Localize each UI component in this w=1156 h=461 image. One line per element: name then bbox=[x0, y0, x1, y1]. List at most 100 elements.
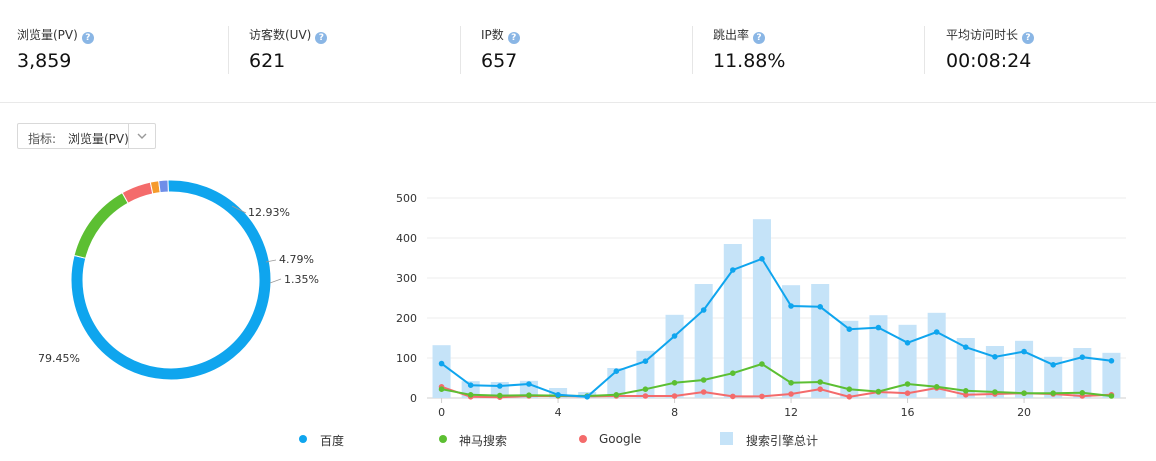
data-point[interactable] bbox=[788, 380, 794, 386]
bar[interactable] bbox=[1102, 352, 1121, 398]
data-point[interactable] bbox=[759, 393, 765, 400]
data-point[interactable] bbox=[759, 256, 765, 262]
data-point[interactable] bbox=[904, 381, 911, 387]
data-point[interactable] bbox=[1050, 390, 1056, 396]
bar[interactable] bbox=[782, 285, 801, 398]
data-point[interactable] bbox=[846, 386, 853, 392]
stat-uv-label: 访客数(UV) bbox=[249, 28, 312, 42]
bar[interactable] bbox=[956, 338, 975, 398]
pie-slice[interactable] bbox=[73, 192, 129, 259]
stat-ip-value: 657 bbox=[481, 50, 518, 72]
slice-label: 1.35% bbox=[284, 273, 319, 286]
help-icon[interactable]: ? bbox=[1022, 32, 1035, 44]
data-point[interactable] bbox=[846, 394, 853, 400]
stats-summary: 浏览量(PV)? 3,859 访客数(UV)? 621 IP数? 657 跳出率… bbox=[0, 0, 1156, 103]
data-point[interactable] bbox=[1079, 390, 1086, 396]
bar[interactable] bbox=[1015, 340, 1034, 398]
data-point[interactable] bbox=[963, 344, 969, 350]
data-point[interactable] bbox=[788, 303, 794, 309]
legend-marker bbox=[720, 432, 733, 445]
bar[interactable] bbox=[869, 315, 888, 398]
data-point[interactable] bbox=[671, 380, 678, 386]
data-point[interactable] bbox=[730, 370, 736, 376]
data-point[interactable] bbox=[933, 384, 940, 390]
data-point[interactable] bbox=[759, 361, 765, 367]
data-point[interactable] bbox=[497, 383, 503, 389]
help-icon[interactable]: ? bbox=[81, 32, 94, 44]
bar[interactable] bbox=[694, 284, 713, 398]
data-point[interactable] bbox=[700, 307, 707, 313]
data-point[interactable] bbox=[904, 340, 911, 346]
bar[interactable] bbox=[752, 219, 771, 398]
data-point[interactable] bbox=[438, 386, 445, 392]
data-point[interactable] bbox=[613, 392, 620, 398]
data-point[interactable] bbox=[1108, 393, 1115, 399]
label-leader-line bbox=[269, 278, 282, 284]
data-point[interactable] bbox=[642, 393, 649, 399]
data-point[interactable] bbox=[730, 267, 736, 273]
bar[interactable] bbox=[1044, 356, 1063, 398]
bar[interactable] bbox=[840, 320, 859, 398]
help-icon[interactable]: ? bbox=[507, 32, 520, 44]
data-point[interactable] bbox=[642, 386, 649, 392]
data-point[interactable] bbox=[817, 304, 823, 310]
metric-select[interactable]: 指标: 浏览量(PV) bbox=[17, 123, 156, 149]
data-point[interactable] bbox=[817, 379, 823, 385]
data-point[interactable] bbox=[526, 392, 532, 398]
data-point[interactable] bbox=[904, 390, 911, 396]
legend-label: 百度 bbox=[320, 434, 345, 448]
bar[interactable] bbox=[723, 244, 742, 398]
data-point[interactable] bbox=[1021, 348, 1027, 355]
data-point[interactable] bbox=[1108, 358, 1115, 364]
data-point[interactable] bbox=[642, 358, 649, 364]
legend-label: 搜索引擎总计 bbox=[746, 434, 819, 448]
data-point[interactable] bbox=[933, 329, 940, 335]
data-point[interactable] bbox=[438, 360, 445, 367]
data-point[interactable] bbox=[555, 392, 561, 398]
help-icon[interactable]: ? bbox=[315, 32, 328, 44]
data-point[interactable] bbox=[700, 389, 707, 395]
data-point[interactable] bbox=[992, 354, 998, 360]
data-point[interactable] bbox=[788, 391, 794, 397]
bar[interactable] bbox=[898, 324, 917, 398]
pie-slice[interactable] bbox=[121, 181, 154, 204]
metric-select-value: 浏览量(PV) bbox=[68, 132, 129, 146]
bar[interactable] bbox=[1073, 348, 1092, 398]
bar[interactable] bbox=[432, 345, 451, 398]
data-point[interactable] bbox=[730, 393, 736, 400]
divider bbox=[924, 26, 925, 74]
label-leader-line bbox=[265, 259, 277, 263]
data-point[interactable] bbox=[963, 388, 969, 394]
data-point[interactable] bbox=[875, 324, 882, 331]
bar[interactable] bbox=[985, 346, 1004, 398]
data-point[interactable] bbox=[846, 326, 853, 332]
data-point[interactable] bbox=[875, 388, 882, 395]
data-point[interactable] bbox=[613, 368, 620, 374]
data-point[interactable] bbox=[700, 377, 707, 383]
y-tick-label: 200 bbox=[396, 312, 417, 325]
data-point[interactable] bbox=[1050, 362, 1056, 368]
bar[interactable] bbox=[811, 284, 830, 398]
stat-pv-value: 3,859 bbox=[17, 50, 72, 72]
data-point[interactable] bbox=[671, 333, 678, 339]
data-point[interactable] bbox=[584, 394, 590, 400]
data-point[interactable] bbox=[497, 392, 503, 399]
bar[interactable] bbox=[665, 314, 684, 398]
pie-slice[interactable] bbox=[158, 179, 169, 194]
data-point[interactable] bbox=[467, 392, 474, 398]
data-point[interactable] bbox=[1021, 390, 1027, 396]
slice-label: 12.93% bbox=[248, 206, 290, 219]
help-icon[interactable]: ? bbox=[753, 32, 766, 44]
data-point[interactable] bbox=[992, 389, 998, 395]
data-point[interactable] bbox=[1079, 354, 1086, 360]
chevron-down-icon[interactable] bbox=[129, 124, 155, 148]
y-tick-label: 300 bbox=[396, 272, 417, 285]
data-point[interactable] bbox=[467, 382, 474, 388]
data-point[interactable] bbox=[963, 392, 969, 398]
stat-duration-value: 00:08:24 bbox=[946, 50, 1032, 72]
divider bbox=[460, 26, 461, 74]
data-point[interactable] bbox=[817, 386, 823, 392]
data-point[interactable] bbox=[526, 381, 532, 387]
legend-marker bbox=[579, 435, 587, 443]
data-point[interactable] bbox=[671, 393, 678, 399]
